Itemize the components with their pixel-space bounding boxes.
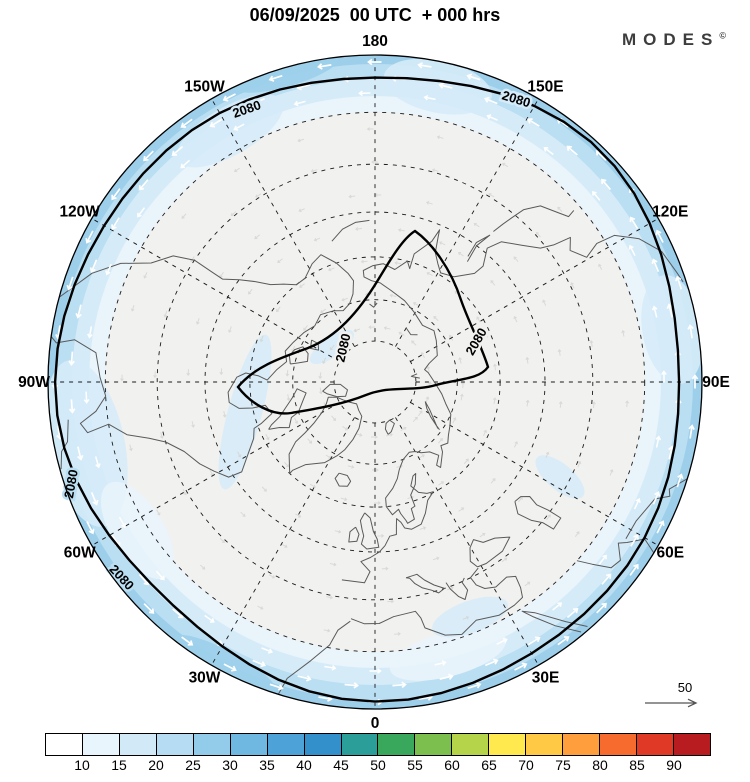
wind-scale-value: 50 [677,680,693,695]
colorbar-cell [526,734,564,755]
colorbar-cell [378,734,416,755]
colorbar-cell [600,734,637,755]
interior-wind-vectors [120,127,630,636]
lon-label-0: 0 [371,715,380,732]
wind-scale-arrow-icon [645,698,698,708]
lon-label-180: 180 [362,33,388,50]
colorbar-cell [230,734,268,755]
lon-label-30E: 30E [532,669,560,686]
colorbar-tick-label: 90 [666,757,682,773]
colorbar-tick-label: 80 [592,757,608,773]
colorbar-cell [193,734,231,755]
colorbar-tick-label: 40 [296,757,312,773]
colorbar-tick-labels: 10 15 20 25 30 35 40 45 50 55 60 65 70 75 80 85 90 [0,757,750,777]
colorbar-cell [452,734,490,755]
colorbar-tick-label: 55 [407,757,423,773]
colorbar-tick-label: 85 [629,757,645,773]
colorbar-cell [82,734,120,755]
colorbar-tick-label: 45 [333,757,349,773]
lon-label-150E: 150E [527,79,563,96]
colorbar-cell [341,734,379,755]
colorbar-cell [637,734,674,755]
colorbar-cell [156,734,194,755]
colorbar-tick-label: 30 [222,757,238,773]
lon-label-90E: 90E [702,374,730,391]
longitude-labels: 180 150W 150E 120W 120E 90W 90E 60W 60E 30W 30E 0 [18,33,730,732]
modes-logo-text: MODES [622,30,720,49]
colorbar-cell [673,734,710,755]
colorbar-tick-label: 70 [518,757,534,773]
wind-scale-legend: 50 [643,680,705,714]
colorbar-tick-label: 35 [259,757,275,773]
colorbar-tick-label: 60 [444,757,460,773]
colorbar-tick-label: 15 [111,757,127,773]
lon-label-150W: 150W [184,79,225,96]
lon-label-60W: 60W [64,545,96,562]
colorbar-tick-label: 75 [555,757,571,773]
map-boundary [47,54,703,710]
colorbar-tick-label: 25 [185,757,201,773]
colorbar-cell [489,734,527,755]
lon-label-30W: 30W [189,669,221,686]
lon-label-60E: 60E [657,545,685,562]
map-title: 06/09/2025 00 UTC + 000 hrs [249,5,501,25]
colorbar-cell [304,734,342,755]
lon-label-120W: 120W [59,204,100,221]
colorbar-cell [46,734,83,755]
colorbar-tick-label: 50 [370,757,386,773]
modes-logo: MODES© [622,30,726,50]
graticule [48,55,702,709]
colorbar-cell [267,734,305,755]
colorbar-tick-label: 10 [74,757,90,773]
colorbar-cell [563,734,601,755]
lon-label-120E: 120E [652,204,688,221]
colorbar-cell [415,734,453,755]
height-contours [53,76,681,703]
colorbar-tick-label: 65 [481,757,497,773]
colorbar-cell [119,734,157,755]
modes-logo-mark: © [719,30,726,41]
colorbar [45,733,711,756]
lon-label-90W: 90W [18,374,50,391]
wind-speed-shading [48,55,702,709]
colorbar-tick-label: 20 [148,757,164,773]
